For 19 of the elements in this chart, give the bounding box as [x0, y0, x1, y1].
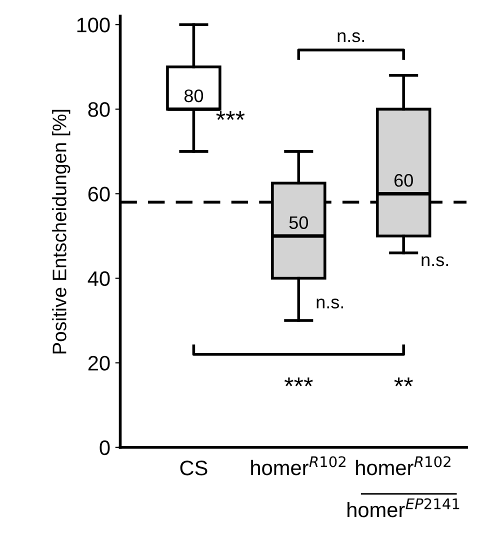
annotation: n.s. [316, 298, 344, 308]
annotation: *** [216, 111, 245, 120]
annotation: *** [284, 377, 313, 386]
y-tick-label: 0 [100, 440, 110, 456]
annotation: n.s. [338, 32, 364, 42]
text: 80 [184, 89, 204, 102]
y-tick-label: 60 [88, 186, 110, 202]
annotation: ** [394, 377, 413, 386]
y-tick-label: 20 [88, 356, 110, 371]
x-tick-label: homer$^{R102}$ [251, 456, 346, 476]
annotation: n.s. [422, 256, 448, 266]
y-tick-label: 80 [88, 102, 110, 117]
text: 60 [394, 174, 413, 187]
y-tick-label: 100 [77, 18, 110, 32]
y-axis-title: Positive Entscheidungen [%] [52, 110, 70, 354]
y-tick-label: 40 [88, 271, 110, 286]
x-tick-label: CS [180, 460, 208, 476]
category-label: homer$^{R102}$ homer$^{EP2141}$ [348, 456, 460, 518]
text: 50 [289, 216, 308, 230]
